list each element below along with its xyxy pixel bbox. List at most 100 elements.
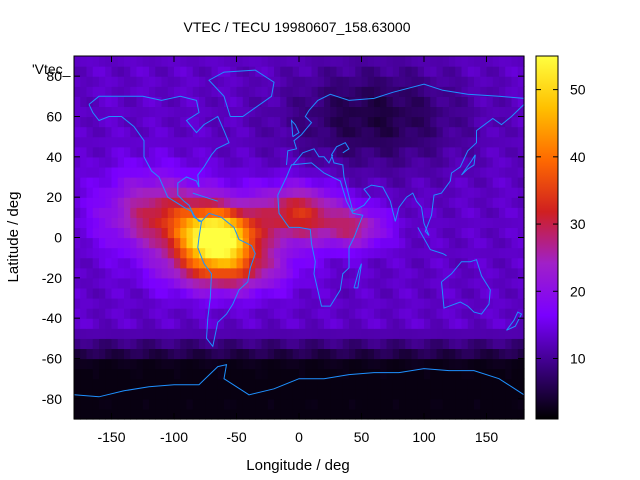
heatmap-cell — [124, 318, 131, 329]
heatmap-cell — [461, 267, 469, 279]
heatmap-cell — [242, 56, 250, 67]
heatmap-cell — [480, 287, 488, 299]
heatmap-cell — [361, 348, 369, 360]
heatmap-cell — [461, 156, 469, 168]
heatmap-cell — [111, 308, 119, 319]
heatmap-cell — [330, 177, 338, 188]
heatmap-cell — [430, 86, 438, 97]
heatmap-cell — [492, 318, 500, 329]
heatmap-cell — [199, 358, 206, 370]
heatmap-cell — [249, 298, 256, 309]
heatmap-cell — [505, 338, 513, 350]
heatmap-cell — [142, 207, 150, 218]
heatmap-cell — [505, 328, 513, 339]
heatmap-cell — [349, 197, 356, 208]
heatmap-cell — [261, 267, 269, 279]
heatmap-cell — [411, 136, 419, 148]
heatmap-cell — [280, 338, 288, 350]
heatmap-cell — [267, 257, 275, 269]
heatmap-cell — [311, 116, 319, 128]
heatmap-cell — [74, 86, 81, 97]
heatmap-cell — [286, 126, 294, 138]
heatmap-cell — [299, 166, 306, 178]
heatmap-cell — [342, 308, 350, 319]
heatmap-cell — [149, 156, 156, 168]
heatmap-cell — [192, 267, 200, 279]
heatmap-cell — [280, 136, 288, 148]
heatmap-cell — [242, 207, 250, 218]
heatmap-cell — [161, 116, 169, 128]
heatmap-cell — [517, 408, 525, 420]
heatmap-cell — [149, 277, 156, 289]
heatmap-cell — [330, 348, 338, 360]
heatmap-cell — [105, 56, 113, 67]
heatmap-cell — [430, 106, 438, 118]
heatmap-cell — [399, 257, 406, 269]
heatmap-cell — [211, 126, 219, 138]
heatmap-cell — [405, 338, 413, 350]
heatmap-cell — [361, 166, 369, 178]
heatmap-cell — [299, 267, 306, 279]
heatmap-cell — [342, 348, 350, 360]
heatmap-cell — [336, 308, 344, 319]
heatmap-cell — [230, 126, 238, 138]
heatmap-cell — [480, 126, 488, 138]
heatmap-cell — [255, 358, 263, 370]
heatmap-cell — [324, 166, 331, 178]
heatmap-cell — [99, 116, 106, 128]
heatmap-cell — [455, 116, 463, 128]
heatmap-cell — [411, 66, 419, 77]
heatmap-cell — [349, 358, 356, 370]
heatmap-cell — [92, 207, 100, 218]
heatmap-cell — [224, 298, 231, 309]
heatmap-cell — [417, 287, 425, 299]
heatmap-cell — [330, 106, 338, 118]
heatmap-cell — [436, 257, 444, 269]
heatmap-cell — [280, 308, 288, 319]
heatmap-cell — [305, 96, 313, 108]
heatmap-cell — [511, 116, 519, 128]
heatmap-cell — [330, 257, 338, 269]
heatmap-cell — [386, 187, 394, 198]
heatmap-cell — [130, 277, 138, 289]
heatmap-cell — [117, 247, 125, 259]
heatmap-cell — [436, 267, 444, 279]
heatmap-cell — [405, 298, 413, 309]
heatmap-cell — [299, 76, 306, 87]
heatmap-cell — [192, 408, 200, 420]
heatmap-cell — [255, 197, 263, 208]
heatmap-cell — [361, 277, 369, 289]
heatmap-cell — [161, 358, 169, 370]
heatmap-cell — [142, 66, 150, 77]
heatmap-cell — [92, 298, 100, 309]
heatmap-cell — [517, 328, 525, 339]
heatmap-cell — [305, 66, 313, 77]
heatmap-cell — [324, 267, 331, 279]
heatmap-cell — [111, 408, 119, 420]
heatmap-cell — [286, 146, 294, 158]
heatmap-cell — [174, 247, 181, 259]
heatmap-cell — [180, 358, 188, 370]
heatmap-cell — [80, 126, 88, 138]
heatmap-cell — [255, 328, 263, 339]
heatmap-cell — [511, 76, 519, 87]
heatmap-cell — [161, 318, 169, 329]
heatmap-cell — [105, 287, 113, 299]
heatmap-cell — [149, 408, 156, 420]
heatmap-cell — [336, 237, 344, 249]
heatmap-cell — [261, 408, 269, 420]
heatmap-cell — [367, 136, 375, 148]
heatmap-cell — [249, 136, 256, 148]
heatmap-cell — [449, 66, 456, 77]
heatmap-cell — [155, 177, 163, 188]
heatmap-cell — [286, 267, 294, 279]
heatmap-cell — [324, 177, 331, 188]
heatmap-cell — [267, 166, 275, 178]
heatmap-cell — [217, 56, 225, 67]
heatmap-cell — [374, 277, 381, 289]
heatmap-cell — [155, 76, 163, 87]
heatmap-cell — [149, 348, 156, 360]
heatmap-cell — [480, 177, 488, 188]
heatmap-cell — [192, 166, 200, 178]
heatmap-cell — [292, 398, 300, 410]
